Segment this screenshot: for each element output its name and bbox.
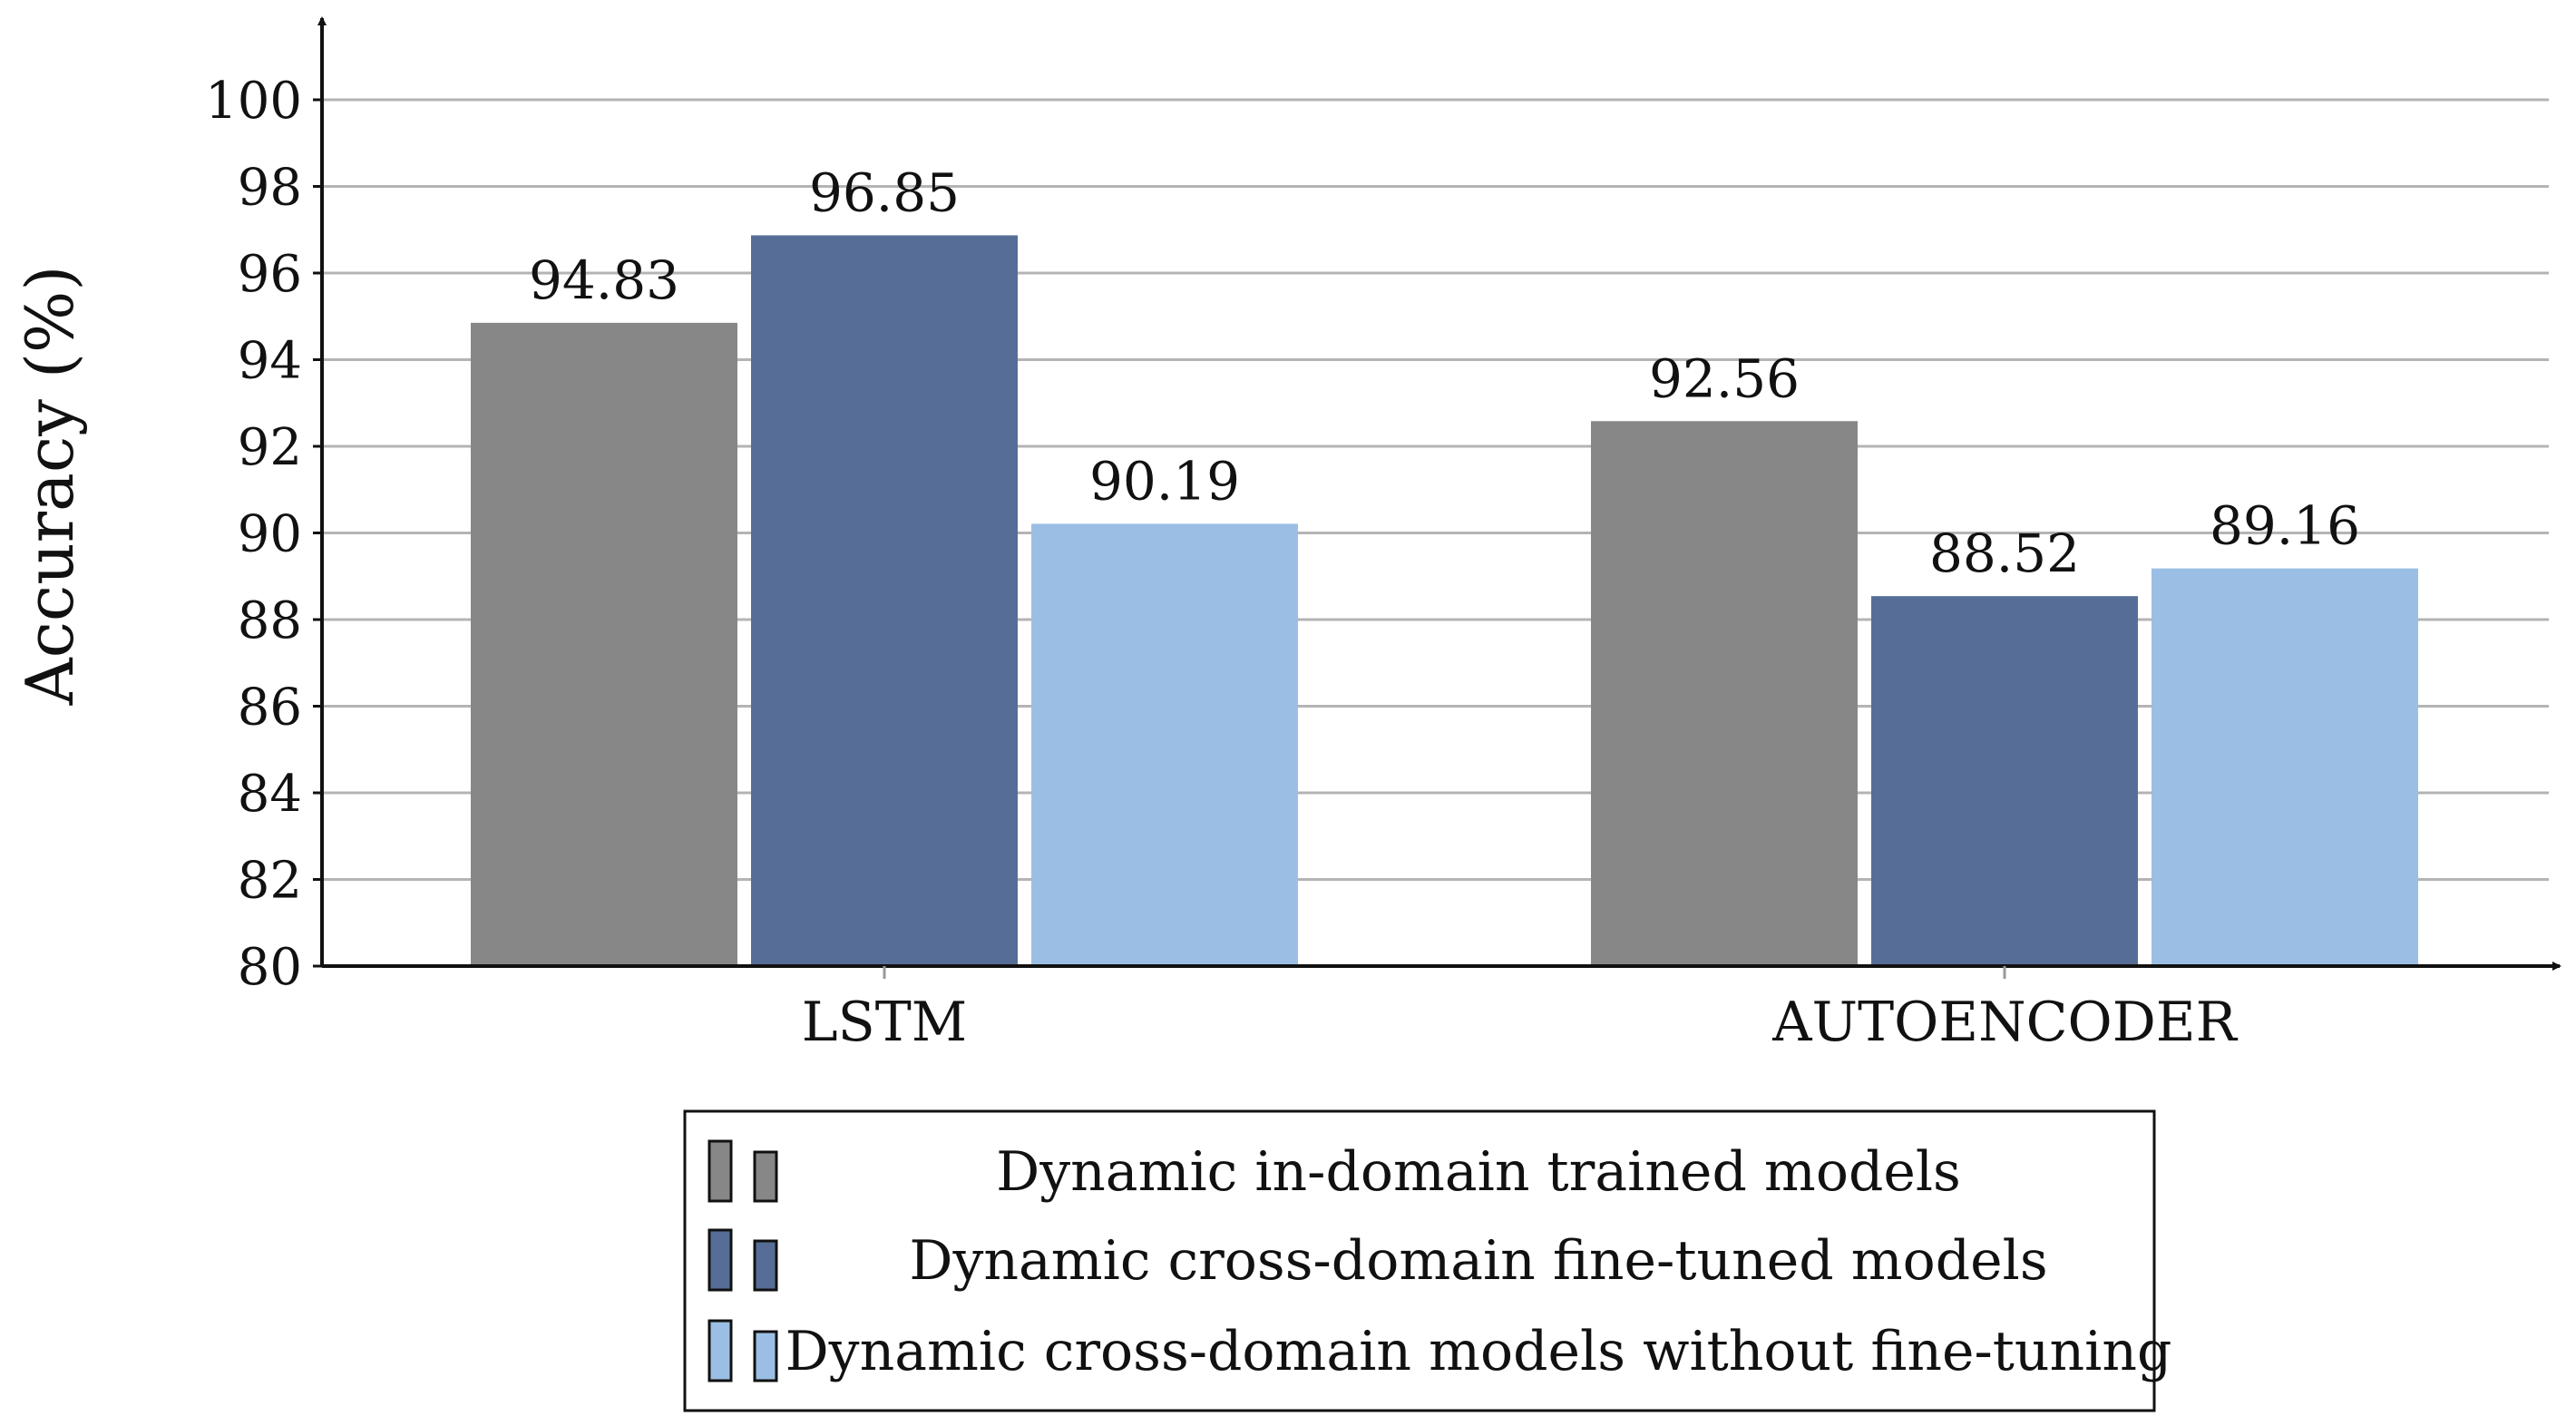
y-axis-title: Accuracy (%)	[12, 266, 88, 707]
y-tick-label: 82	[238, 852, 302, 911]
data-label: 90.19	[1089, 450, 1240, 512]
legend-label: Dynamic in-domain trained models	[996, 1140, 1961, 1204]
data-labels: 94.83 96.85 90.19 92.56 88.52 89.16	[529, 161, 2360, 584]
bar-autoencoder-series-2	[1871, 596, 2138, 967]
y-tick-label: 86	[238, 679, 302, 737]
data-label: 89.16	[2210, 495, 2360, 557]
y-tick-label: 92	[238, 418, 302, 477]
y-tick-label: 98	[238, 159, 302, 218]
y-tick-label: 94	[238, 332, 302, 391]
legend-swatch	[707, 1139, 733, 1203]
data-label: 88.52	[1929, 523, 2080, 584]
bar-autoencoder-series-3	[2152, 568, 2418, 967]
legend: Dynamic in-domain trained models Dynamic …	[683, 1109, 2172, 1412]
bar-autoencoder-series-1	[1591, 421, 1858, 967]
bar-lstm-series-2	[751, 235, 1018, 968]
x-tick-label: AUTOENCODER	[1771, 991, 2238, 1054]
y-tick-label: 90	[238, 505, 302, 564]
y-tick-label: 80	[238, 938, 302, 997]
legend-box	[683, 1109, 2156, 1412]
bar-lstm-series-3	[1031, 523, 1298, 967]
legend-swatch	[753, 1150, 778, 1203]
data-label: 96.85	[809, 161, 960, 223]
legend-label: Dynamic cross-domain models without fine…	[785, 1320, 2172, 1383]
x-tick-labels: LSTM AUTOENCODER	[802, 966, 2239, 1054]
legend-swatch	[753, 1330, 778, 1382]
y-tick-label: 84	[238, 765, 302, 824]
y-tick-label: 100	[205, 72, 302, 131]
legend-label: Dynamic cross-domain fine-tuned models	[909, 1229, 2047, 1293]
data-label: 92.56	[1649, 347, 1800, 409]
bars	[471, 235, 2418, 968]
y-tick-label: 96	[238, 245, 302, 304]
legend-swatch	[707, 1228, 733, 1292]
data-label: 94.83	[529, 249, 679, 311]
y-tick-labels: 80 82 84 86 88 90 92 94 96 98 100	[205, 72, 302, 997]
legend-swatch	[753, 1239, 778, 1292]
legend-swatch	[707, 1319, 733, 1382]
x-tick-label: LSTM	[802, 991, 967, 1054]
y-tick-label: 88	[238, 591, 302, 650]
bar-lstm-series-1	[471, 322, 737, 967]
axes	[317, 16, 2561, 971]
